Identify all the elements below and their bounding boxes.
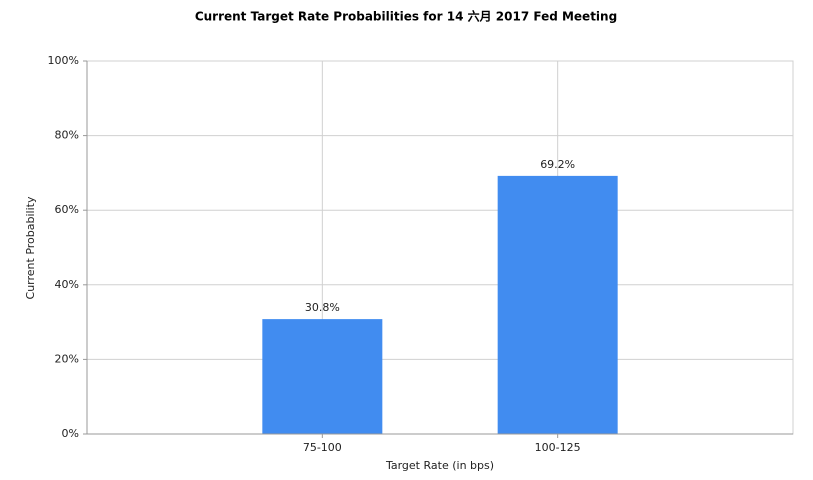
plot-area — [86, 60, 794, 435]
value-label: 69.2% — [540, 158, 575, 171]
x-axis-label: Target Rate (in bps) — [385, 459, 494, 472]
bar — [497, 175, 618, 434]
y-tick-label: 0% — [62, 427, 79, 440]
y-tick-label: 100% — [48, 54, 79, 67]
chart-title: Current Target Rate Probabilities for 14… — [195, 9, 617, 24]
y-tick-label: 20% — [55, 352, 79, 365]
x-tick-label: 75-100 — [303, 441, 342, 454]
y-axis-label: Current Probability — [24, 196, 37, 299]
y-tick-label: 80% — [55, 129, 79, 142]
bar — [262, 319, 383, 434]
y-tick-label: 60% — [55, 203, 79, 216]
y-tick-label: 40% — [55, 278, 79, 291]
x-tick-label: 100-125 — [535, 441, 581, 454]
value-label: 30.8% — [305, 301, 340, 314]
